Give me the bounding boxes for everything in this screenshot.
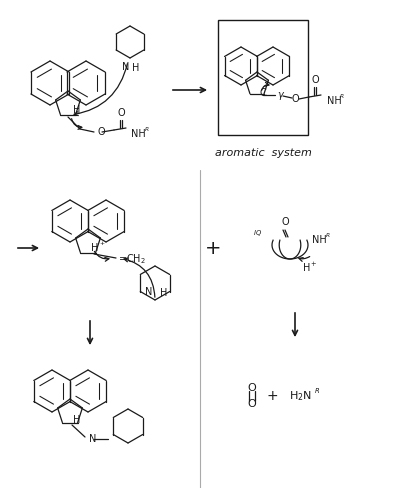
Text: $^+$: $^+$ <box>98 241 106 249</box>
Text: +: + <box>266 389 278 403</box>
Text: $^R$: $^R$ <box>314 388 320 398</box>
Text: H: H <box>132 63 140 73</box>
Text: H: H <box>73 105 80 115</box>
Text: =CH$_2$: =CH$_2$ <box>118 252 146 266</box>
Text: $^R$: $^R$ <box>325 232 331 242</box>
Text: H: H <box>91 243 98 253</box>
Text: N: N <box>89 434 96 444</box>
Text: NH: NH <box>312 235 327 245</box>
Text: +: + <box>205 239 221 258</box>
Text: N: N <box>145 287 152 297</box>
Bar <box>218 20 308 135</box>
Text: O: O <box>248 399 256 409</box>
Text: H: H <box>160 288 167 298</box>
Text: O: O <box>291 94 299 104</box>
Text: H$_2$N: H$_2$N <box>288 389 312 403</box>
Text: $^R$: $^R$ <box>144 126 150 136</box>
Text: NH: NH <box>131 129 146 139</box>
Text: $\gamma$: $\gamma$ <box>277 90 285 102</box>
Text: O: O <box>97 127 105 137</box>
Text: $^{IQ}$: $^{IQ}$ <box>254 230 262 240</box>
Text: H$^+$: H$^+$ <box>302 261 318 274</box>
Text: O: O <box>281 217 289 227</box>
Text: NH: NH <box>327 96 342 106</box>
Text: O: O <box>117 108 125 118</box>
Text: H: H <box>73 415 80 425</box>
Text: N: N <box>122 62 130 72</box>
Text: C: C <box>259 88 266 98</box>
Text: $^R$: $^R$ <box>339 94 345 102</box>
Text: O: O <box>311 75 319 85</box>
Text: aromatic  system: aromatic system <box>214 148 312 158</box>
Text: O: O <box>248 383 256 393</box>
